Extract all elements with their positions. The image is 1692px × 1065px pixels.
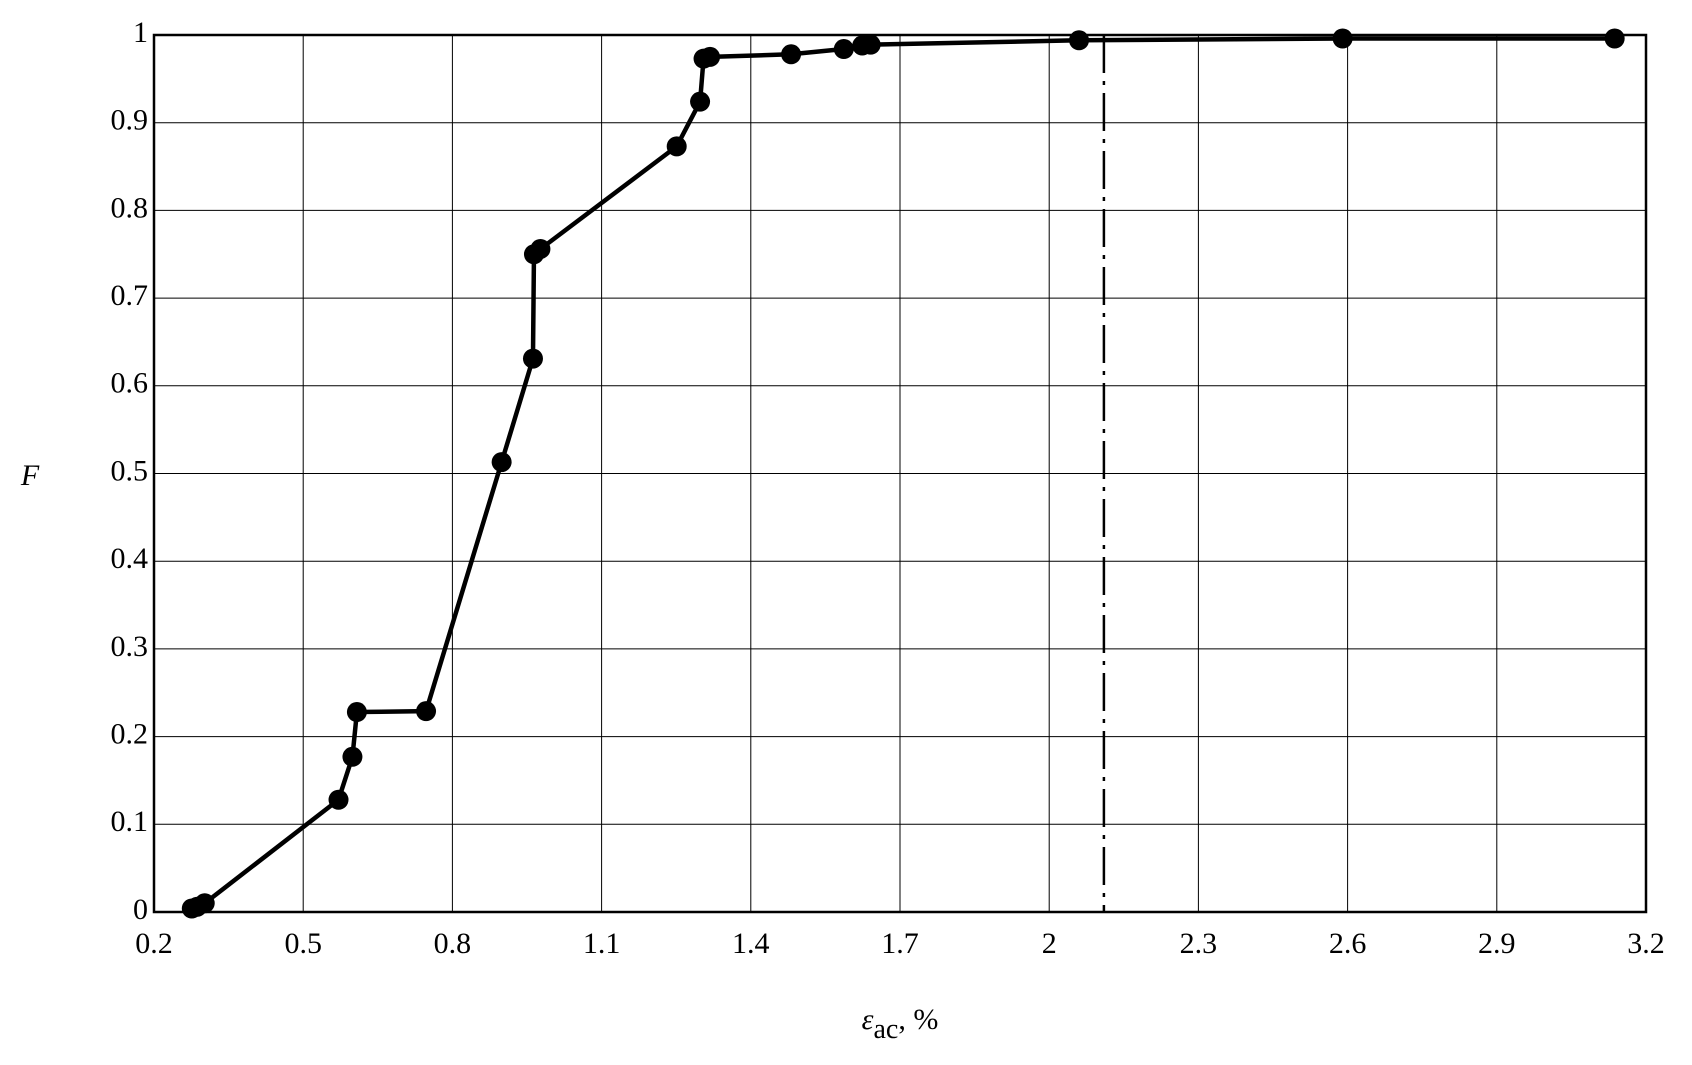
- data-point: [700, 46, 721, 67]
- data-point: [328, 789, 349, 810]
- data-point: [860, 34, 881, 55]
- y-tick-label: 0: [133, 893, 148, 926]
- data-point: [781, 44, 802, 65]
- data-point: [666, 136, 687, 157]
- y-tick-label: 0.9: [111, 104, 149, 137]
- x-tick-label: 2: [1042, 927, 1057, 960]
- data-point: [1604, 28, 1625, 49]
- y-tick-label: 0.5: [111, 454, 149, 487]
- data-point: [194, 893, 215, 914]
- x-tick-label: 1.7: [881, 927, 919, 960]
- data-point: [522, 348, 543, 369]
- y-tick-label: 0.1: [111, 805, 149, 838]
- x-tick-label: 0.8: [434, 927, 472, 960]
- x-tick-label: 1.1: [583, 927, 621, 960]
- data-point: [491, 452, 512, 473]
- y-tick-label: 0.2: [111, 717, 149, 750]
- data-point: [1332, 28, 1353, 49]
- y-tick-label: 0.8: [111, 191, 149, 224]
- x-tick-label: 2.3: [1180, 927, 1218, 960]
- plot-frame: [152, 33, 1648, 914]
- y-tick-label: 0.6: [111, 367, 149, 400]
- data-point: [690, 91, 711, 112]
- y-tick-label: 0.3: [111, 630, 149, 663]
- y-tick-label: 0.4: [111, 542, 149, 575]
- x-axis-label: εac, %: [862, 1003, 939, 1046]
- data-point: [416, 701, 437, 722]
- y-tick-label: 1: [133, 16, 148, 49]
- x-axis-subscript: ac: [873, 1014, 898, 1045]
- x-axis-unit: , %: [898, 1003, 938, 1036]
- x-tick-label: 3.2: [1627, 927, 1665, 960]
- data-point: [530, 238, 551, 259]
- x-tick-label: 2.9: [1478, 927, 1516, 960]
- x-tick-label: 2.6: [1329, 927, 1367, 960]
- data-point: [833, 39, 854, 60]
- y-tick-label: 0.7: [111, 279, 149, 312]
- x-tick-label: 0.5: [284, 927, 322, 960]
- data-point: [1069, 30, 1090, 51]
- data-point: [342, 746, 363, 767]
- x-axis-symbol: ε: [862, 1003, 874, 1036]
- x-tick-label: 0.2: [135, 927, 173, 960]
- x-tick-label: 1.4: [732, 927, 770, 960]
- y-axis-label: F: [20, 459, 40, 492]
- data-point: [346, 702, 367, 723]
